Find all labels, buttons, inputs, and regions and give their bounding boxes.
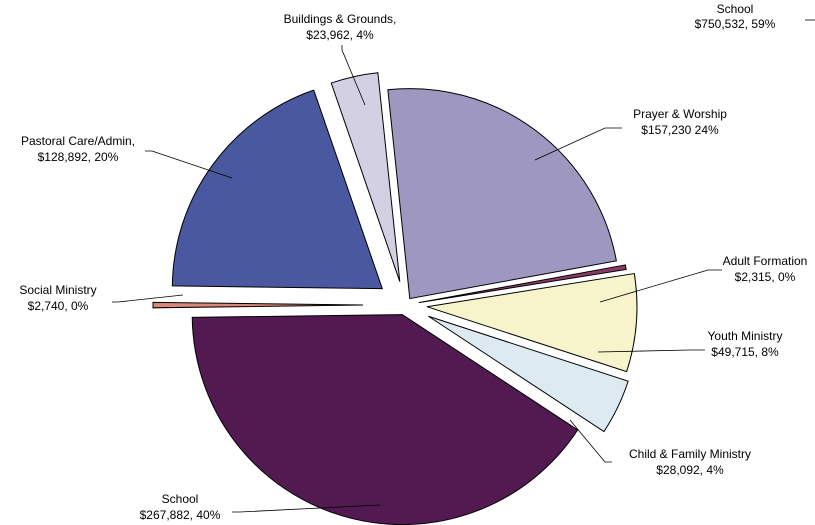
leader-line-pastoral-care-admin — [145, 150, 233, 179]
slice-value-school: $267,882, 40% — [140, 508, 221, 522]
slice-value-buildings-grounds: $23,962, 4% — [306, 28, 374, 42]
pie-slice-school — [191, 314, 579, 525]
pie-slice-youth-ministry — [426, 272, 638, 373]
slice-label-youth-ministry: Youth Ministry — [708, 329, 783, 343]
slice-value-adult-formation: $2,315, 0% — [735, 270, 796, 284]
pie-slice-adult-formation — [418, 264, 627, 304]
leader-line-school — [232, 504, 381, 513]
pie-slice-social-ministry — [152, 301, 364, 309]
slice-label-adult-formation: Adult Formation — [723, 254, 808, 268]
slice-label-buildings-grounds: Buildings & Grounds, — [284, 12, 397, 26]
slice-label-prayer-worship: Prayer & Worship — [633, 107, 727, 121]
pie-slice-buildings-grounds — [330, 72, 401, 282]
slice-value-social-ministry: $2,740, 0% — [28, 299, 89, 313]
slice-value-prayer-worship: $157,230 24% — [641, 123, 719, 137]
pie-slice-prayer-worship — [387, 88, 617, 300]
slice-label-social-ministry: Social Ministry — [19, 283, 96, 297]
slice-value-youth-ministry: $49,715, 8% — [711, 345, 779, 359]
leader-line-youth-ministry — [597, 349, 705, 353]
extra-label-value: $750,532, 59% — [695, 17, 776, 31]
leader-line-prayer-worship — [534, 127, 622, 161]
pie-slice-pastoral-care-admin — [171, 89, 384, 290]
leader-line-adult-formation — [599, 269, 722, 303]
slice-value-pastoral-care-admin: $128,892, 20% — [38, 150, 119, 164]
slice-value-child-family-ministry: $28,092, 4% — [656, 463, 724, 477]
slice-label-child-family-ministry: Child & Family Ministry — [629, 447, 751, 461]
slice-label-school: School — [162, 492, 199, 506]
pie-slice-child-family-ministry — [428, 315, 629, 433]
extra-label-title: School — [717, 2, 754, 16]
leader-line-social-ministry — [112, 294, 184, 303]
slice-label-pastoral-care-admin: Pastoral Care/Admin, — [21, 134, 135, 148]
leader-line-buildings-grounds — [341, 45, 366, 106]
leader-line-child-family-ministry — [569, 419, 612, 463]
